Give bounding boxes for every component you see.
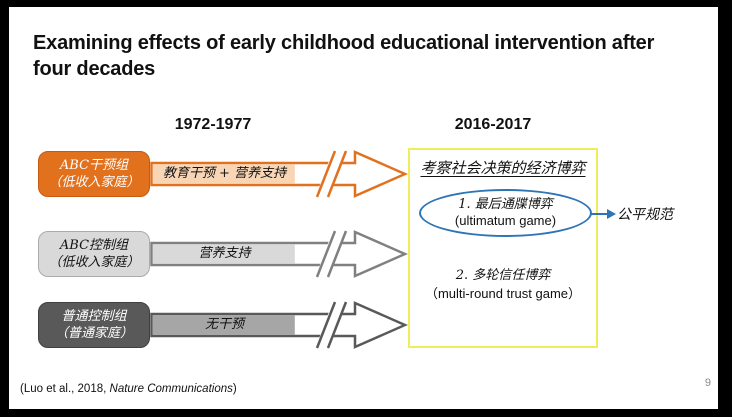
game1-name: 1. 最后通牒博弈 [458, 197, 553, 212]
group-family: （普通家庭） [54, 326, 133, 341]
intervention-label-1: 教育干预 + 营养支持 [162, 166, 287, 181]
group-name: ABC控制组 [59, 238, 129, 253]
outcome-box-title: 考察社会决策的经济博弈 [420, 159, 586, 177]
arrow-fill-segment [152, 244, 295, 264]
fairness-arrow [590, 209, 616, 219]
break-slash-1 [315, 230, 337, 278]
arrow-head [607, 209, 616, 219]
citation-prefix: (Luo et al., 2018, [20, 383, 110, 395]
timeline-arrow-intervention [150, 147, 408, 201]
group-name: ABC干预组 [59, 158, 129, 173]
fairness-norm-label: 公平规范 [617, 207, 673, 223]
group-family: （低收入家庭） [48, 175, 140, 190]
group-box-abc-intervention: ABC干预组 （低收入家庭） [38, 151, 150, 197]
trust-game-block: 2. 多轮信任博弈 （multi-round trust game） [408, 267, 598, 303]
break-slash-2 [326, 230, 348, 278]
page-number: 9 [704, 377, 711, 389]
slide-title: Examining effects of early childhood edu… [33, 32, 655, 80]
break-gap [315, 147, 347, 201]
ultimatum-game-highlight-ellipse: 1. 最后通牒博弈 (ultimatum game) [419, 189, 592, 237]
arrow-fill-segment [152, 164, 295, 184]
citation-suffix: ) [232, 383, 237, 395]
timeline-arrow-general [150, 298, 408, 352]
period-label-late: 2016-2017 [454, 116, 532, 133]
outcome-box [408, 148, 598, 348]
game2-name: 2. 多轮信任博弈 [455, 268, 551, 283]
game2-english: （multi-round trust game） [424, 286, 582, 301]
intervention-label-2: 营养支持 [198, 246, 251, 261]
game1-english: (ultimatum game) [454, 213, 557, 228]
break-slash-2 [326, 150, 348, 198]
citation-journal: Nature Communications [109, 383, 233, 395]
break-gap [315, 298, 347, 352]
break-slash-1 [315, 301, 337, 349]
group-family: （低收入家庭） [48, 255, 140, 270]
citation: (Luo et al., 2018, Nature Communications… [20, 383, 237, 395]
arrow-fill-segment [152, 315, 295, 335]
slide: Examining effects of early childhood edu… [9, 7, 718, 409]
period-label-early: 1972-1977 [174, 116, 252, 133]
break-slash-1 [315, 150, 337, 198]
break-slash-2 [326, 301, 348, 349]
intervention-label-3: 无干预 [204, 317, 244, 332]
group-box-general-control: 普通控制组 （普通家庭） [38, 302, 150, 348]
group-name: 普通控制组 [61, 309, 127, 324]
break-gap [315, 227, 347, 281]
timeline-arrow-control [150, 227, 408, 281]
group-box-abc-control: ABC控制组 （低收入家庭） [38, 231, 150, 277]
